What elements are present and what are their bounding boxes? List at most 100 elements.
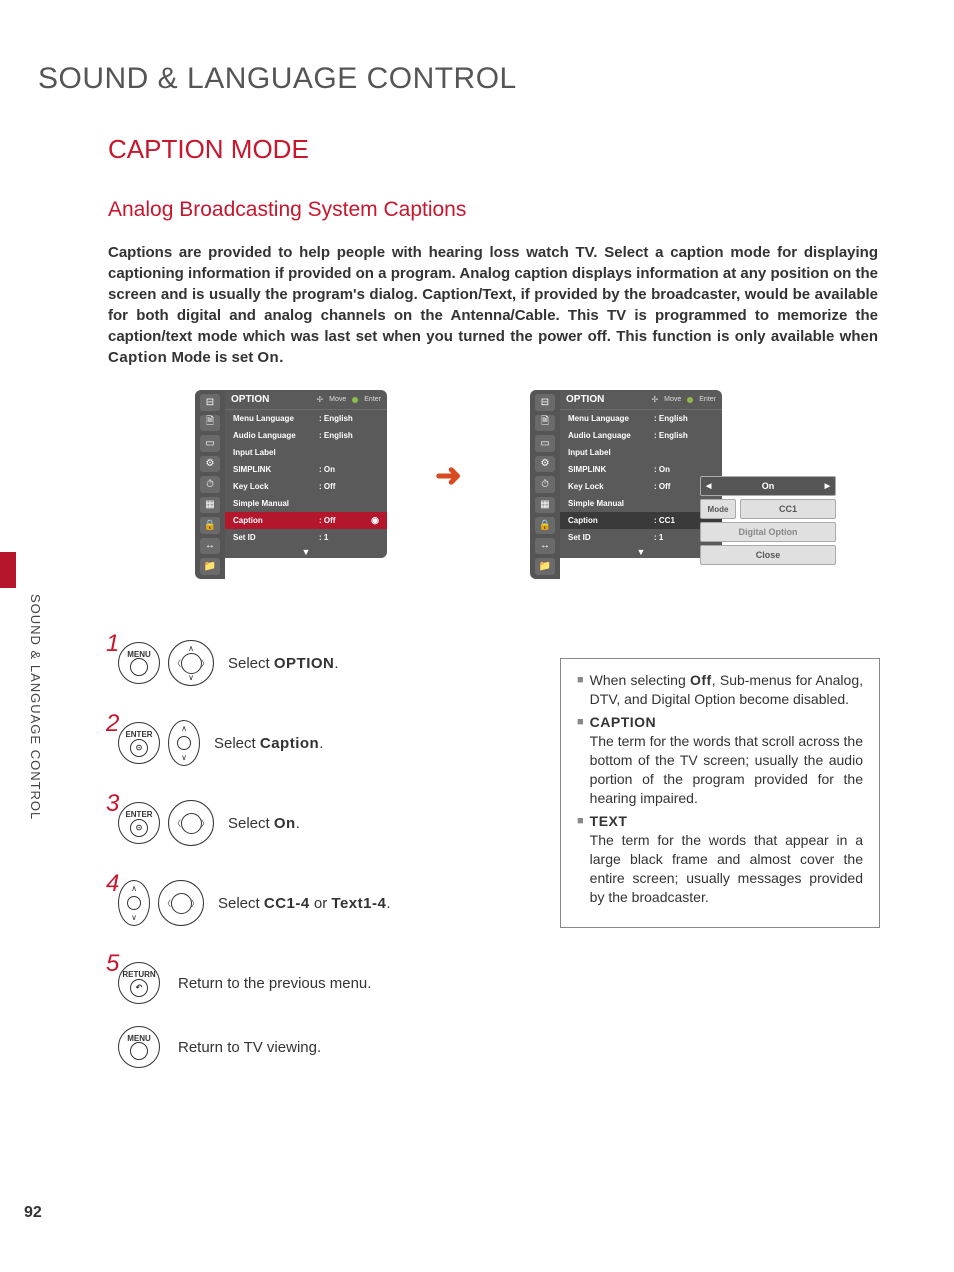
osd-row: Set ID: 1 xyxy=(560,529,722,546)
text-bold: OPTION xyxy=(274,655,335,672)
osd-row-caption-highlight: Caption: CC1 xyxy=(560,512,722,529)
osd-row: Key Lock: Off xyxy=(560,478,722,495)
osd-label: Set ID xyxy=(568,533,654,542)
text: . xyxy=(319,735,323,752)
chapter-side-label: SOUND & LANGUAGE CONTROL xyxy=(28,594,43,820)
up-arrow-icon: ∧ xyxy=(188,644,194,653)
submenu-mode-label: Mode xyxy=(700,499,736,519)
enter-button-icon: ENTER ⊙ xyxy=(118,802,160,844)
enter-button-icon: ENTER ⊙ xyxy=(118,722,160,764)
body-prefix: Captions are provided to help people wit… xyxy=(108,244,878,345)
osd-value: : English xyxy=(319,431,353,440)
body-mid: Mode is set xyxy=(167,349,257,366)
text: Select xyxy=(228,655,274,672)
right-arrow-icon: 〉 xyxy=(201,818,209,829)
osd-panel: OPTION ✢Move Enter Menu Language: Englis… xyxy=(560,390,722,558)
step-2: 2 ENTER ⊙ ∧ ∨ Select Caption. xyxy=(106,720,391,766)
osd-header-hints: ✢Move Enter xyxy=(316,395,381,404)
left-arrow-icon: 〈 xyxy=(163,898,171,909)
right-arrow-icon: 〉 xyxy=(201,658,209,669)
enter-icon xyxy=(687,397,693,403)
step-1: 1 MENU ∧ ∨ 〈 〉 Select OPTION. xyxy=(106,640,391,686)
submenu-digital-option[interactable]: Digital Option xyxy=(700,522,836,542)
osd-header-title: OPTION xyxy=(231,394,269,405)
osd-nav-icon: 📁 xyxy=(200,558,220,575)
chapter-tab xyxy=(0,552,16,588)
body-paragraph: Captions are provided to help people wit… xyxy=(108,242,878,368)
note-body: The term for the words that scroll acros… xyxy=(590,732,863,808)
osd-row: SIMPLINK: On xyxy=(560,461,722,478)
osd-value: : On xyxy=(319,465,335,474)
text: Select xyxy=(218,895,264,912)
osd-label: SIMPLINK xyxy=(233,465,319,474)
note-item: ■ CAPTION The term for the words that sc… xyxy=(577,713,863,808)
osd-value: : Off xyxy=(654,482,670,491)
osd-label: Input Label xyxy=(568,448,654,457)
step-4: 4 ∧ ∨ 〈 〉 Select CC1-4 or Text1-4. xyxy=(106,880,391,926)
right-arrow-icon: 〉 xyxy=(191,898,199,909)
note-item: ■ TEXT The term for the words that appea… xyxy=(577,812,863,907)
step-text: Select OPTION. xyxy=(228,655,339,672)
osd-menu-before: ⊟ 🗎 ▭ ⚙ ⏱ ▦ 🔒 ↔ 📁 OPTION ✢Move Enter Men… xyxy=(195,390,387,579)
osd-header: OPTION ✢Move Enter xyxy=(225,390,387,410)
left-arrow-icon: 〈 xyxy=(173,658,181,669)
osd-label: Audio Language xyxy=(568,431,654,440)
osd-nav-icon: ▦ xyxy=(535,497,555,514)
osd-row-caption-highlight: Caption: Off◉ xyxy=(225,512,387,529)
osd-nav-icon: ⚙ xyxy=(535,456,555,473)
button-label: ENTER xyxy=(125,730,152,739)
osd-row: Menu Language: English xyxy=(225,410,387,427)
step-text: Select On. xyxy=(228,815,300,832)
osd-row: Set ID: 1 xyxy=(225,529,387,546)
osd-label: Input Label xyxy=(233,448,319,457)
text: or xyxy=(310,895,332,912)
osd-nav-icon: ⊟ xyxy=(200,394,220,411)
text-bold: CC1-4 xyxy=(264,895,310,912)
text: Select xyxy=(228,815,274,832)
text-bold: Text1-4 xyxy=(331,895,386,912)
osd-sidebar: ⊟ 🗎 ▭ ⚙ ⏱ ▦ 🔒 ↔ 📁 xyxy=(530,390,560,579)
step-text: Select Caption. xyxy=(214,735,323,752)
osd-nav-icon: 🗎 xyxy=(200,415,220,432)
step-number: 3 xyxy=(106,790,120,818)
button-label: RETURN xyxy=(122,970,155,979)
osd-footer-arrow: ▼ xyxy=(225,546,387,558)
bullet-icon: ■ xyxy=(577,671,584,709)
notes-box: ■ When selecting Off, Sub-menus for Anal… xyxy=(560,658,880,928)
move-hint: Move xyxy=(664,396,681,403)
osd-value: : English xyxy=(654,431,688,440)
osd-row: Input Label xyxy=(560,444,722,461)
note-content: TEXT The term for the words that appear … xyxy=(590,812,863,907)
osd-row: Audio Language: English xyxy=(560,427,722,444)
submenu-on-value[interactable]: On xyxy=(700,476,836,496)
text-bold: On xyxy=(274,815,296,832)
osd-header: OPTION ✢Move Enter xyxy=(560,390,722,410)
osd-row: Key Lock: Off xyxy=(225,478,387,495)
submenu-close[interactable]: Close xyxy=(700,545,836,565)
osd-row: Menu Language: English xyxy=(560,410,722,427)
osd-nav-icon: 🔒 xyxy=(535,517,555,534)
osd-value: : 1 xyxy=(319,533,328,542)
note-content: When selecting Off, Sub-menus for Analog… xyxy=(590,671,863,709)
caption-submenu: On Mode CC1 Digital Option Close xyxy=(700,476,836,568)
move-hint: Move xyxy=(329,396,346,403)
osd-nav-icon: ⏱ xyxy=(200,476,220,493)
page-number: 92 xyxy=(24,1204,42,1222)
enter-hint: Enter xyxy=(364,396,381,403)
submenu-mode-value[interactable]: CC1 xyxy=(740,499,836,519)
osd-nav-icon: ▦ xyxy=(200,497,220,514)
up-arrow-icon: ∧ xyxy=(131,884,137,893)
step-number: 4 xyxy=(106,870,120,898)
leftright-icon: 〈 〉 xyxy=(158,880,204,926)
osd-header-hints: ✢Move Enter xyxy=(651,395,716,404)
step-number: 1 xyxy=(106,630,120,658)
osd-panel: OPTION ✢Move Enter Menu Language: Englis… xyxy=(225,390,387,558)
text: . xyxy=(334,655,338,672)
step-3: 3 ENTER ⊙ 〈 〉 Select On. xyxy=(106,800,391,846)
bullet-icon: ■ xyxy=(577,812,584,907)
body-bold-on: On xyxy=(257,349,279,366)
osd-nav-icon: ↔ xyxy=(535,538,555,555)
osd-row: Simple Manual xyxy=(225,495,387,512)
osd-value: : English xyxy=(319,414,353,423)
step-6: 6 MENU Return to TV viewing. xyxy=(106,1024,391,1070)
